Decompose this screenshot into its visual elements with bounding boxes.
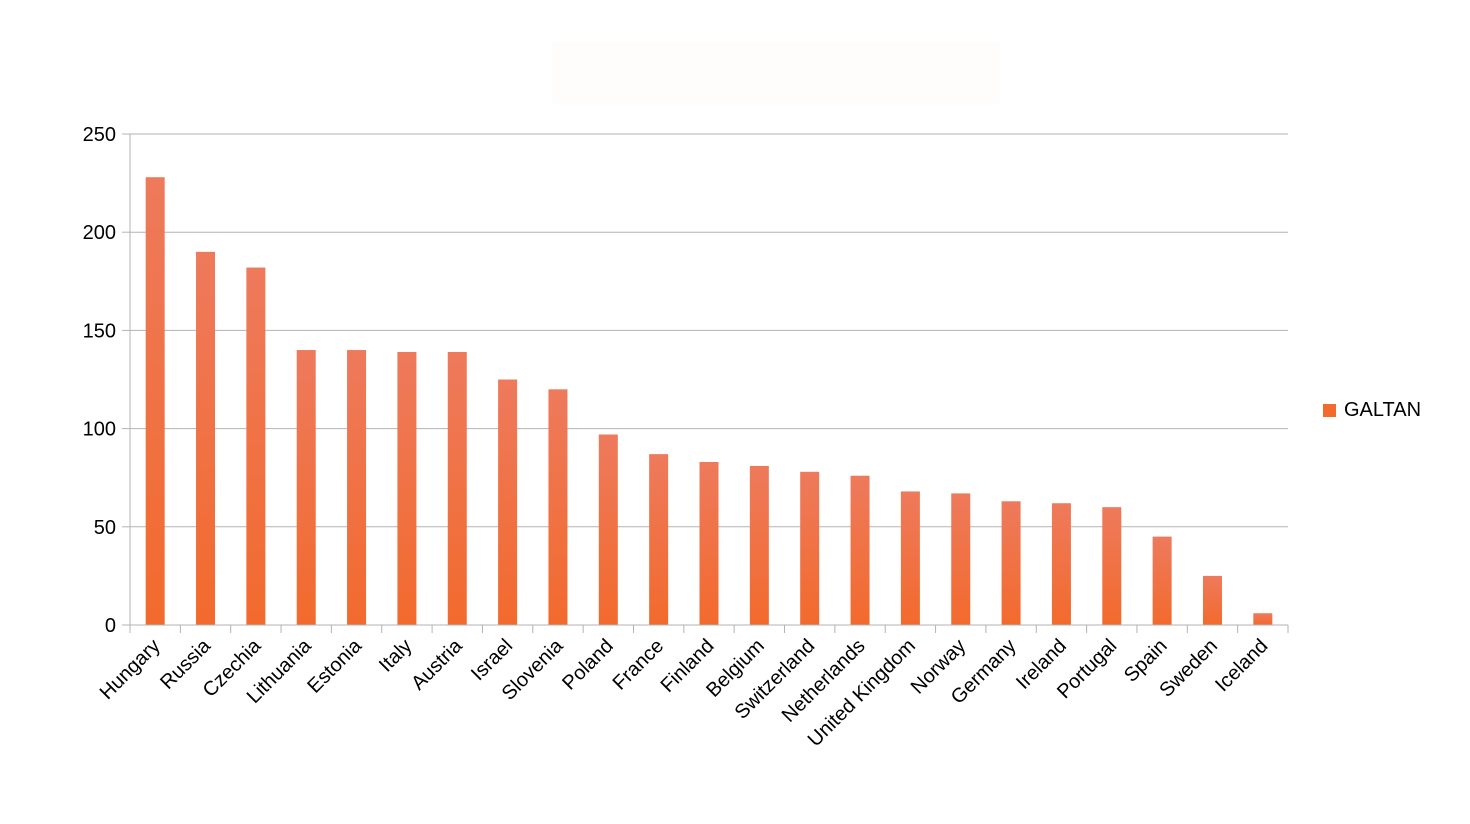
bar-hungary xyxy=(145,177,165,625)
bar-switzerland xyxy=(800,471,820,625)
bar-russia xyxy=(196,251,216,625)
x-tick-label: Iceland xyxy=(1211,635,1272,696)
bar-iceland xyxy=(1253,613,1273,625)
x-tick-label: Austria xyxy=(407,634,467,694)
bar-finland xyxy=(699,461,719,625)
bar-germany xyxy=(1001,501,1021,625)
legend-label: GALTAN xyxy=(1344,399,1422,421)
x-tick-label: Hungary xyxy=(96,635,165,704)
y-tick-label: 250 xyxy=(83,124,116,146)
y-tick-label: 200 xyxy=(83,222,116,244)
x-tick-label: Estonia xyxy=(303,634,366,697)
bar-belgium xyxy=(749,465,769,625)
bar-sweden xyxy=(1202,575,1222,625)
bar-poland xyxy=(598,434,618,625)
chart-title-area xyxy=(552,42,1000,104)
bar-netherlands xyxy=(850,475,870,625)
y-tick-label: 50 xyxy=(94,517,116,539)
bars xyxy=(145,177,1273,625)
bar-slovenia xyxy=(548,389,568,625)
y-tick-label: 100 xyxy=(83,419,116,441)
y-tick-label: 0 xyxy=(105,615,116,637)
bar-israel xyxy=(498,379,518,625)
bar-estonia xyxy=(347,350,367,625)
y-axis-ticks: 0 50 100 150 200 250 xyxy=(83,124,130,637)
legend: GALTAN xyxy=(1323,399,1421,422)
x-tick-label: Poland xyxy=(558,635,618,695)
bar-austria xyxy=(447,352,467,625)
bar-spain xyxy=(1152,536,1172,625)
bar-france xyxy=(649,454,669,625)
x-tick-label: France xyxy=(609,635,669,695)
bar-norway xyxy=(951,493,971,625)
bar-lithuania xyxy=(296,350,316,625)
bar-italy xyxy=(397,352,417,625)
x-tick-label: Italy xyxy=(375,635,416,676)
y-tick-label: 150 xyxy=(83,320,116,342)
legend-swatch xyxy=(1323,404,1336,417)
bar-portugal xyxy=(1102,507,1122,625)
axes xyxy=(129,134,1288,626)
bar-ireland xyxy=(1051,503,1071,625)
bar-united-kingdom xyxy=(900,491,920,625)
bar-czechia xyxy=(246,267,266,625)
